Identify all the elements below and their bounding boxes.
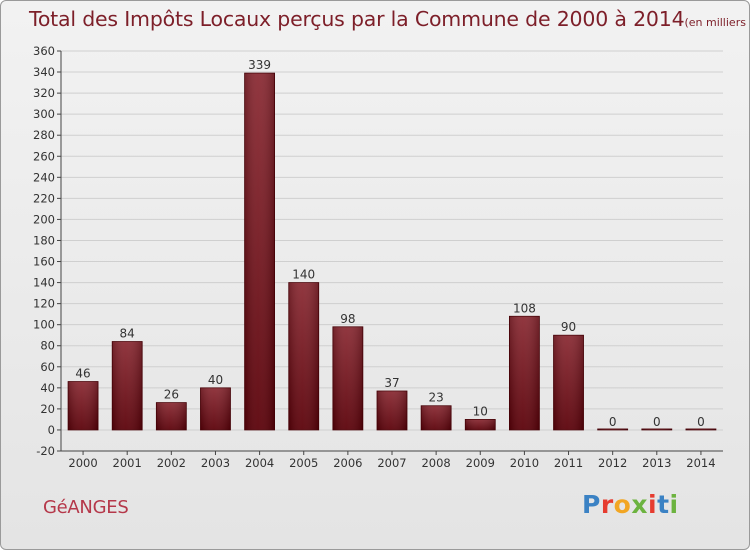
logo-letter: o	[613, 490, 632, 519]
x-tick-label-2001: 2001	[113, 456, 142, 470]
y-tick-label: 300	[33, 107, 55, 121]
data-label-2012: 0	[609, 415, 617, 429]
logo-letter: t	[657, 490, 670, 519]
y-tick-label: 340	[33, 65, 55, 79]
data-label-2002: 26	[164, 388, 179, 402]
x-tick-label-2011: 2011	[554, 456, 583, 470]
y-tick-label: 180	[33, 233, 55, 247]
x-tick-label-2002: 2002	[157, 456, 186, 470]
y-tick-label: 140	[33, 276, 55, 290]
logo-letter: i	[669, 490, 679, 519]
y-tick-label: 60	[40, 360, 55, 374]
data-label-2008: 23	[428, 391, 443, 405]
commune-name: GéANGES	[43, 497, 129, 518]
logo-letter: P	[582, 490, 601, 519]
y-tick-label: 80	[40, 339, 55, 353]
data-label-2005: 140	[292, 268, 315, 282]
bar-sheen-2008	[421, 405, 452, 430]
x-tick-label-2009: 2009	[466, 456, 495, 470]
bar-sheen-2004	[244, 73, 275, 430]
bar-sheen-2007	[377, 391, 407, 430]
x-tick-label-2013: 2013	[642, 456, 671, 470]
bar-sheen-2012	[597, 428, 628, 430]
bar-sheen-2003	[200, 387, 231, 430]
data-label-2006: 98	[340, 312, 355, 326]
data-label-2007: 37	[384, 376, 399, 390]
y-tick-label: 40	[40, 381, 55, 395]
bar-sheen-2009	[465, 419, 496, 430]
data-label-2001: 84	[120, 327, 135, 341]
data-label-2013: 0	[653, 415, 661, 429]
bar-sheen-2005	[288, 282, 319, 430]
bar-sheen-2000	[68, 381, 99, 430]
x-tick-label-2007: 2007	[377, 456, 406, 470]
y-tick-label: 160	[33, 255, 55, 269]
y-tick-label: 220	[33, 191, 55, 205]
chart-unit: (en milliers d'€)	[684, 16, 749, 29]
logo-letter: i	[648, 490, 658, 519]
x-tick-label-2006: 2006	[333, 456, 362, 470]
x-tick-label-2003: 2003	[201, 456, 230, 470]
y-tick-label: 280	[33, 128, 55, 142]
y-tick-label: 320	[33, 86, 55, 100]
chart-title: Total des Impôts Locaux perçus par la Co…	[29, 7, 749, 31]
data-label-2003: 40	[208, 373, 223, 387]
y-tick-label: 20	[40, 402, 55, 416]
bar-sheen-2010	[509, 316, 540, 430]
data-label-2004: 339	[248, 58, 271, 72]
y-tick-label: 200	[33, 212, 55, 226]
data-label-2014: 0	[697, 415, 705, 429]
y-tick-label: 120	[33, 297, 55, 311]
bar-sheen-2006	[332, 326, 363, 430]
x-tick-label-2012: 2012	[598, 456, 627, 470]
proxiti-logo: Proxiti	[582, 490, 679, 519]
bar-sheen-2014	[685, 428, 716, 430]
y-tick-label: 100	[33, 318, 55, 332]
data-label-2011: 90	[561, 320, 576, 334]
y-tick-label: 240	[33, 170, 55, 184]
data-label-2009: 10	[473, 404, 488, 418]
y-tick-label: 360	[33, 44, 55, 58]
x-tick-label-2010: 2010	[510, 456, 539, 470]
data-label-2010: 108	[513, 301, 536, 315]
logo-letter: x	[631, 490, 648, 519]
x-tick-label-2005: 2005	[289, 456, 318, 470]
x-tick-label-2004: 2004	[245, 456, 274, 470]
x-tick-label-2014: 2014	[686, 456, 715, 470]
bar-sheen-2001	[112, 341, 143, 430]
y-tick-label: -20	[36, 444, 55, 458]
bar-sheen-2013	[641, 428, 672, 430]
data-label-2000: 46	[75, 367, 90, 381]
x-tick-label-2008: 2008	[421, 456, 450, 470]
logo-letter: r	[600, 490, 614, 519]
y-tick-label: 0	[48, 423, 55, 437]
bar-sheen-2011	[553, 335, 584, 430]
y-tick-label: 260	[33, 149, 55, 163]
bar-sheen-2002	[156, 402, 187, 430]
x-tick-label-2000: 2000	[68, 456, 97, 470]
